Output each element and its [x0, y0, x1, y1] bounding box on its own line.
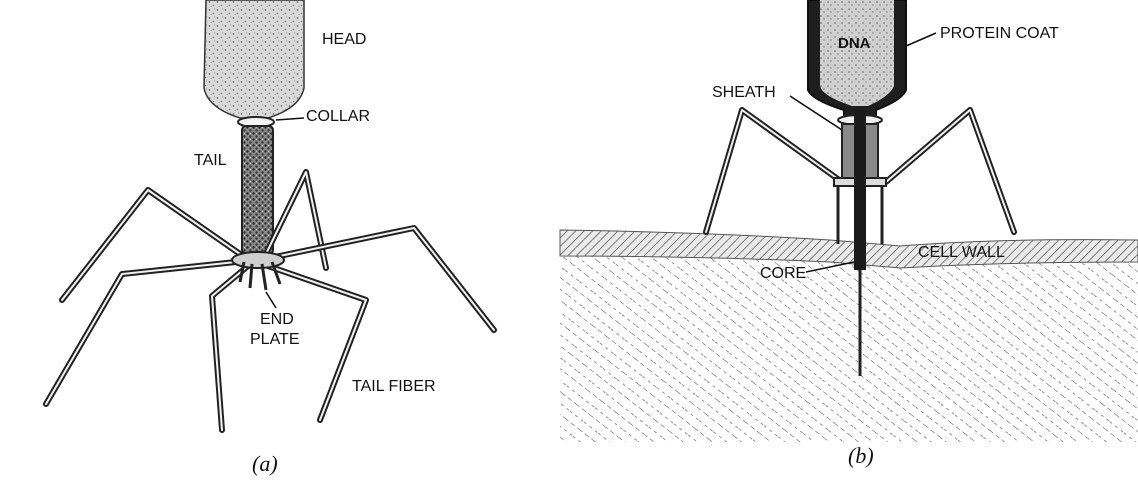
cell-wall-shape — [559, 229, 1138, 269]
dna-label: DNA — [838, 35, 871, 52]
end-plate-shape — [231, 251, 285, 291]
head-shape — [203, 0, 305, 119]
tail-fibers-b — [703, 107, 1017, 235]
panel-a: HEAD COLLAR TAIL END PLATE TAIL FIBER (a… — [43, 0, 497, 476]
caption-b: (b) — [848, 443, 874, 468]
cell-interior — [560, 252, 1138, 442]
dna-shape — [820, 0, 894, 106]
core-label: CORE — [760, 265, 806, 282]
protein-coat-label: PROTEIN COAT — [940, 25, 1059, 42]
tail-label: TAIL — [194, 152, 227, 169]
tail-fiber-label: TAIL FIBER — [352, 378, 436, 395]
tail-fibers — [43, 169, 497, 433]
tail-shape — [241, 125, 274, 255]
caption-a: (a) — [252, 451, 278, 476]
collar-label: COLLAR — [306, 108, 370, 125]
cell-wall-label: CELL WALL — [918, 244, 1005, 261]
end-plate-label-line1: END — [260, 311, 294, 328]
panel-b: DNA PROTEIN COAT SHEATH CELL WALL CORE (… — [559, 0, 1138, 468]
core-shape — [854, 110, 866, 270]
end-plate-label-line2: PLATE — [250, 331, 300, 348]
sheath-label: SHEATH — [712, 84, 776, 101]
head-label: HEAD — [322, 31, 366, 48]
